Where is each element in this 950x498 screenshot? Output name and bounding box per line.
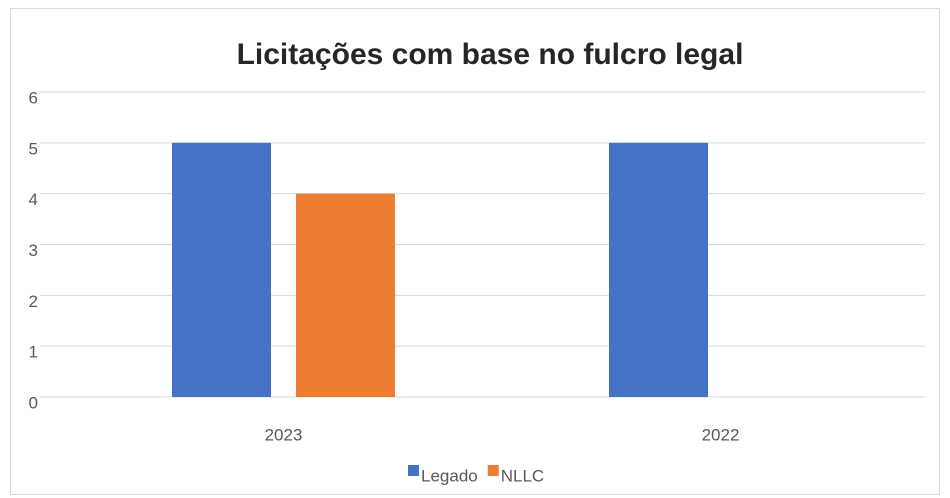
x-tick-label: 2023 — [265, 425, 303, 444]
bar — [172, 142, 271, 397]
y-tick-label: 4 — [29, 190, 38, 209]
legend-swatch — [408, 465, 419, 476]
y-tick-label: 2 — [29, 292, 38, 311]
legend-label: Legado — [421, 466, 478, 485]
chart-frame — [10, 8, 940, 495]
y-tick-label: 6 — [29, 88, 38, 107]
y-tick-label: 0 — [29, 393, 38, 412]
chart-title: Licitações com base no fulcro legal — [237, 38, 744, 71]
y-tick-label: 3 — [29, 241, 38, 260]
legend-swatch — [487, 465, 499, 476]
y-tick-label: 5 — [29, 139, 38, 158]
bar — [609, 142, 708, 397]
legend-label: NLLC — [501, 466, 544, 485]
x-tick-label: 2022 — [702, 425, 740, 444]
y-tick-label: 1 — [29, 343, 38, 362]
bar — [296, 193, 395, 397]
